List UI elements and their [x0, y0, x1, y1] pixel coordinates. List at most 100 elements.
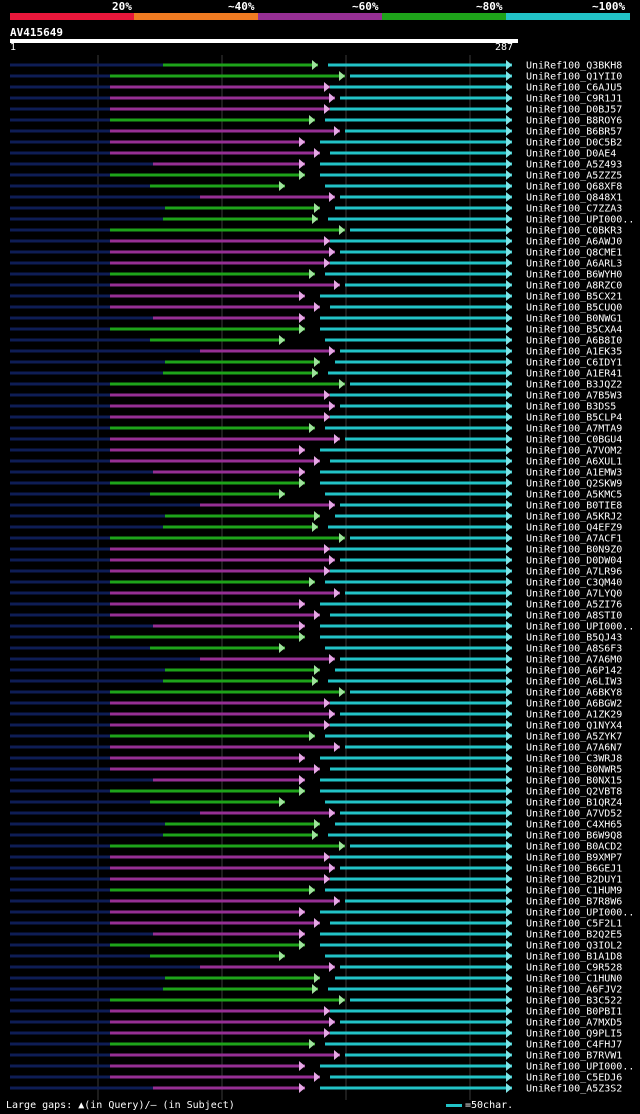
hit-label[interactable]: UniRef100_B3DS5: [526, 402, 616, 413]
hit-label[interactable]: UniRef100_A6AWJ0: [526, 237, 622, 248]
hit-label[interactable]: UniRef100_A7VOM2: [526, 446, 622, 457]
hit-label[interactable]: UniRef100_A8S6F3: [526, 644, 622, 655]
hit-row[interactable]: UniRef100_A7LR96: [10, 566, 622, 578]
hit-row[interactable]: UniRef100_A6B8I0: [10, 335, 622, 347]
hit-label[interactable]: UniRef100_B2Q2E5: [526, 930, 622, 941]
hit-row[interactable]: UniRef100_B5CLP4: [10, 412, 622, 424]
hit-row[interactable]: UniRef100_Q68XF8: [10, 181, 622, 193]
hit-label[interactable]: UniRef100_B3C522: [526, 996, 622, 1007]
hit-row[interactable]: UniRef100_UPI000..: [10, 1061, 634, 1073]
hit-label[interactable]: UniRef100_C3QM40: [526, 578, 622, 589]
hit-row[interactable]: UniRef100_A6BKY8: [10, 687, 622, 699]
hit-row[interactable]: UniRef100_D0BJ57: [10, 104, 622, 116]
hit-row[interactable]: UniRef100_Q2SKW9: [10, 478, 622, 490]
hit-label[interactable]: UniRef100_A7B5W3: [526, 391, 622, 402]
hit-label[interactable]: UniRef100_A7VD52: [526, 809, 622, 820]
hit-label[interactable]: UniRef100_A5KMC5: [526, 490, 622, 501]
hit-label[interactable]: UniRef100_D0DW04: [526, 556, 622, 567]
hit-row[interactable]: UniRef100_B0NWG1: [10, 313, 622, 325]
hit-row[interactable]: UniRef100_A6LIW3: [10, 676, 622, 688]
hit-row[interactable]: UniRef100_A7B5W3: [10, 390, 622, 402]
hit-row[interactable]: UniRef100_A8STI0: [10, 610, 622, 622]
hit-row[interactable]: UniRef100_A7MTA9: [10, 423, 622, 435]
hit-row[interactable]: UniRef100_A5ZYK7: [10, 731, 622, 743]
hit-row[interactable]: UniRef100_Q3IOL2: [10, 940, 622, 952]
hit-label[interactable]: UniRef100_B1QRZ4: [526, 798, 622, 809]
hit-row[interactable]: UniRef100_B5CXA4: [10, 324, 622, 336]
hit-row[interactable]: UniRef100_B0NWR5: [10, 764, 622, 776]
hit-label[interactable]: UniRef100_A8STI0: [526, 611, 622, 622]
hit-label[interactable]: UniRef100_B5CXA4: [526, 325, 622, 336]
hit-row[interactable]: UniRef100_Q4EFZ9: [10, 522, 622, 534]
hit-label[interactable]: UniRef100_A1ZK29: [526, 710, 622, 721]
hit-label[interactable]: UniRef100_B6GEJ1: [526, 864, 622, 875]
hit-label[interactable]: UniRef100_Q68XF8: [526, 182, 622, 193]
hit-row[interactable]: UniRef100_B1A1D8: [10, 951, 622, 963]
hit-row[interactable]: UniRef100_UPI000..: [10, 907, 634, 919]
hit-row[interactable]: UniRef100_A6XUL1: [10, 456, 622, 468]
hit-label[interactable]: UniRef100_B0NWG1: [526, 314, 622, 325]
hit-row[interactable]: UniRef100_A7LYQ0: [10, 588, 622, 600]
hit-label[interactable]: UniRef100_C9R1J1: [526, 94, 622, 105]
hit-row[interactable]: UniRef100_Q2VBT8: [10, 786, 622, 798]
hit-label[interactable]: UniRef100_A6B8I0: [526, 336, 622, 347]
hit-label[interactable]: UniRef100_Q4EFZ9: [526, 523, 622, 534]
hit-label[interactable]: UniRef100_C1HUN0: [526, 974, 622, 985]
hit-label[interactable]: UniRef100_C0BGU4: [526, 435, 622, 446]
hit-row[interactable]: UniRef100_A6FJV2: [10, 984, 622, 996]
hit-label[interactable]: UniRef100_B0ACD2: [526, 842, 622, 853]
hit-row[interactable]: UniRef100_C9R1J1: [10, 93, 622, 105]
hit-row[interactable]: UniRef100_Q3BKH8: [10, 60, 622, 72]
hit-label[interactable]: UniRef100_B6WYH0: [526, 270, 622, 281]
hit-label[interactable]: UniRef100_D0AE4: [526, 149, 616, 160]
hit-label[interactable]: UniRef100_Q9PLI5: [526, 1029, 622, 1040]
hit-row[interactable]: UniRef100_A5ZZZ5: [10, 170, 622, 182]
hit-row[interactable]: UniRef100_UPI000..: [10, 621, 634, 633]
hit-label[interactable]: UniRef100_A1EMW3: [526, 468, 622, 479]
hit-label[interactable]: UniRef100_A6P142: [526, 666, 622, 677]
hit-row[interactable]: UniRef100_B6BR57: [10, 126, 622, 138]
hit-row[interactable]: UniRef100_Q1YII0: [10, 71, 622, 83]
hit-row[interactable]: UniRef100_C1HUM9: [10, 885, 622, 897]
hit-label[interactable]: UniRef100_UPI000..: [526, 215, 634, 226]
hit-row[interactable]: UniRef100_B6W9Q8: [10, 830, 622, 842]
hit-label[interactable]: UniRef100_A5ZYK7: [526, 732, 622, 743]
hit-label[interactable]: UniRef100_Q1NYX4: [526, 721, 622, 732]
hit-label[interactable]: UniRef100_C5F2L1: [526, 919, 622, 930]
hit-row[interactable]: UniRef100_B0PBI1: [10, 1006, 622, 1018]
hit-label[interactable]: UniRef100_A6BGW2: [526, 699, 622, 710]
hit-label[interactable]: UniRef100_D0BJ57: [526, 105, 622, 116]
hit-label[interactable]: UniRef100_UPI000..: [526, 908, 634, 919]
hit-row[interactable]: UniRef100_A1EMW3: [10, 467, 622, 479]
hit-label[interactable]: UniRef100_A6LIW3: [526, 677, 622, 688]
hit-row[interactable]: UniRef100_A1ZK29: [10, 709, 622, 721]
hit-label[interactable]: UniRef100_C6IDY1: [526, 358, 622, 369]
hit-label[interactable]: UniRef100_Q3IOL2: [526, 941, 622, 952]
hit-label[interactable]: UniRef100_A7ACF1: [526, 534, 622, 545]
hit-row[interactable]: UniRef100_A7A6N7: [10, 742, 622, 754]
hit-label[interactable]: UniRef100_A6ARL3: [526, 259, 622, 270]
hit-row[interactable]: UniRef100_UPI000..: [10, 214, 634, 226]
hit-label[interactable]: UniRef100_A5KRJ2: [526, 512, 622, 523]
hit-row[interactable]: UniRef100_C6IDY1: [10, 357, 622, 369]
hit-row[interactable]: UniRef100_B5QJ43: [10, 632, 622, 644]
hit-label[interactable]: UniRef100_A8RZC0: [526, 281, 622, 292]
hit-label[interactable]: UniRef100_A7LR96: [526, 567, 622, 578]
hit-row[interactable]: UniRef100_A8RZC0: [10, 280, 622, 292]
hit-row[interactable]: UniRef100_B8ROY6: [10, 115, 622, 127]
hit-label[interactable]: UniRef100_B0NX15: [526, 776, 622, 787]
hit-label[interactable]: UniRef100_A6BKY8: [526, 688, 622, 699]
hit-row[interactable]: UniRef100_C3WRJ8: [10, 753, 622, 765]
hit-label[interactable]: UniRef100_A7MTA9: [526, 424, 622, 435]
hit-row[interactable]: UniRef100_Q848X1: [10, 192, 622, 204]
hit-row[interactable]: UniRef100_A7VD52: [10, 808, 622, 820]
hit-row[interactable]: UniRef100_A5KMC5: [10, 489, 622, 501]
hit-row[interactable]: UniRef100_C6AJU5: [10, 82, 622, 94]
hit-label[interactable]: UniRef100_D0C5B2: [526, 138, 622, 149]
hit-row[interactable]: UniRef100_B6GEJ1: [10, 863, 622, 875]
hit-label[interactable]: UniRef100_C4FHJ7: [526, 1040, 622, 1051]
hit-label[interactable]: UniRef100_B2DUY1: [526, 875, 622, 886]
hit-label[interactable]: UniRef100_A1ER41: [526, 369, 622, 380]
hit-row[interactable]: UniRef100_A7ACF1: [10, 533, 622, 545]
hit-row[interactable]: UniRef100_B5CUQ0: [10, 302, 622, 314]
